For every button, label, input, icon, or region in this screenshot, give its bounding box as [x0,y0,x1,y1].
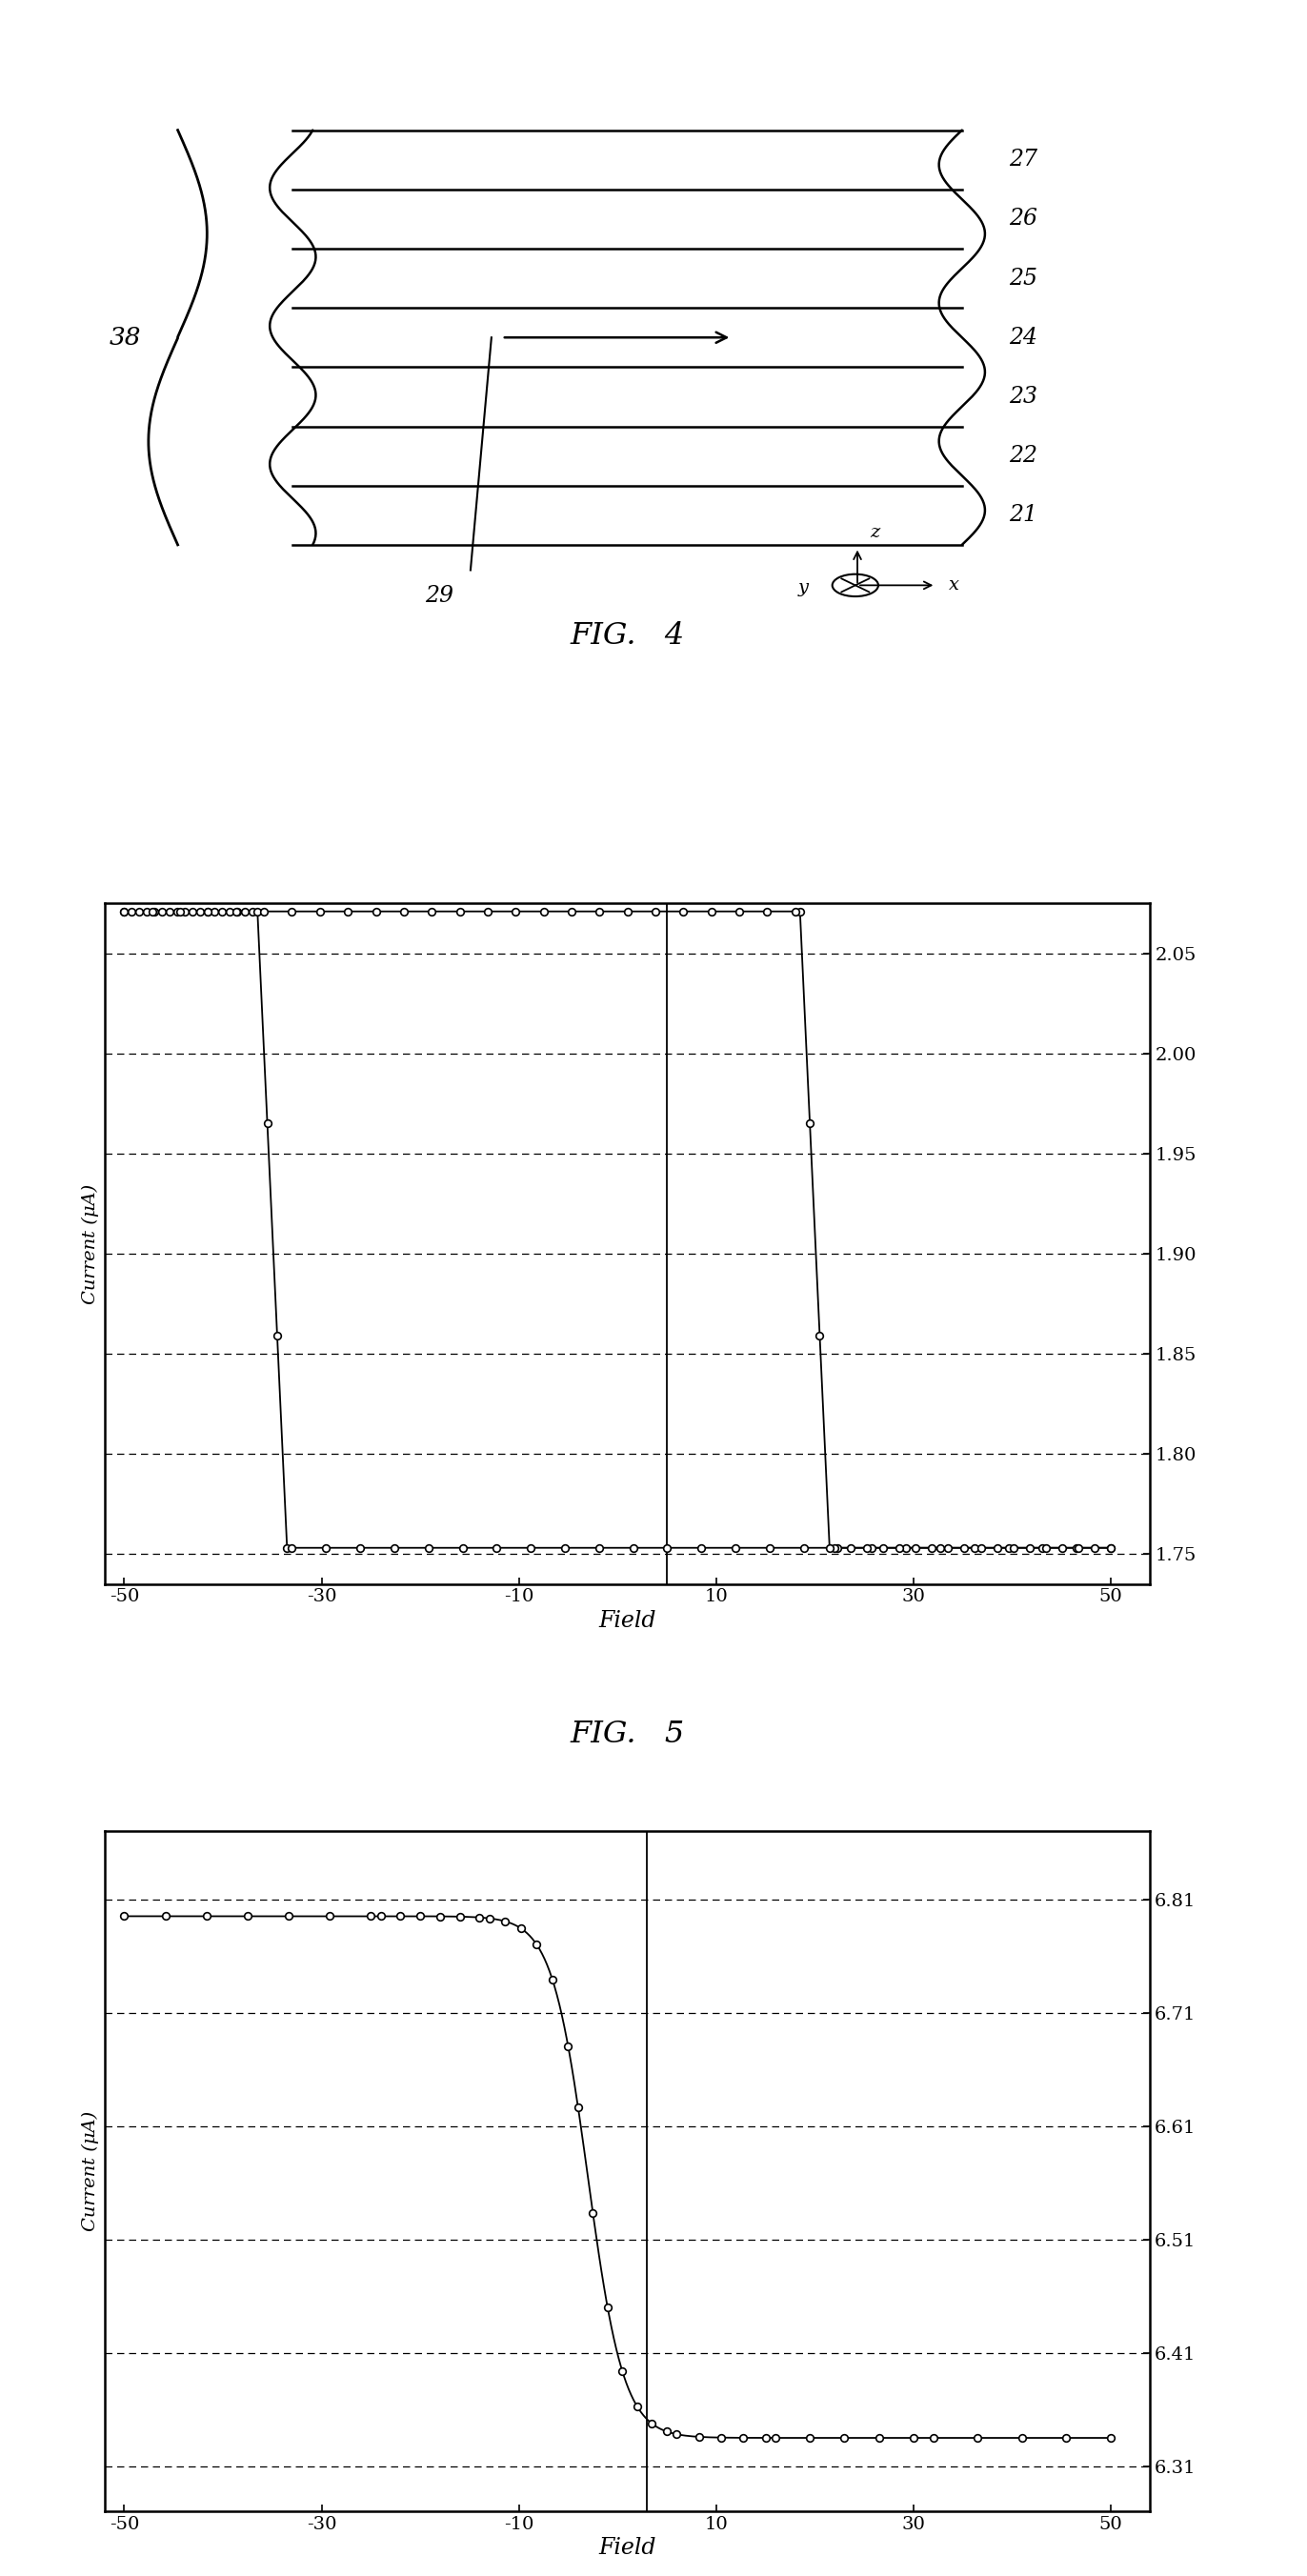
Text: 38: 38 [110,325,141,350]
Y-axis label: Current (μA): Current (μA) [82,1182,99,1303]
Text: x: x [949,577,959,595]
Text: 25: 25 [1009,268,1038,289]
Text: FIG.   4: FIG. 4 [570,621,685,649]
Text: FIG.   5: FIG. 5 [570,1721,685,1749]
Text: 22: 22 [1009,446,1038,466]
Text: z: z [870,523,880,541]
Text: 26: 26 [1009,209,1038,229]
Text: 27: 27 [1009,149,1038,170]
X-axis label: Field: Field [599,1610,656,1631]
Text: 24: 24 [1009,327,1038,348]
Text: 23: 23 [1009,386,1038,407]
Y-axis label: Current (μA): Current (μA) [82,2112,99,2231]
Text: y: y [797,580,808,598]
X-axis label: Field: Field [599,2537,656,2561]
Text: 29: 29 [425,585,454,608]
Text: 21: 21 [1009,505,1038,526]
